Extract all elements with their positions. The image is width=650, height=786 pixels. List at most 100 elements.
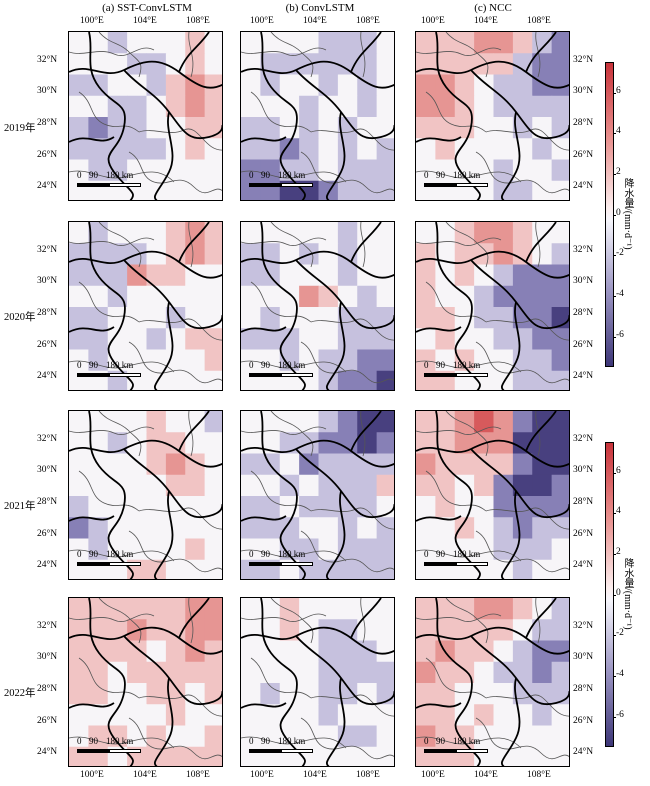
- grid-cell: [512, 559, 533, 579]
- grid-cell: [241, 285, 261, 308]
- grid-cell: [416, 640, 436, 663]
- grid-cell: [299, 74, 320, 97]
- grid-cell: [165, 328, 186, 350]
- grid-cell: [146, 598, 167, 620]
- left-lat-label-2019: 28°N: [37, 118, 58, 128]
- grid-cell: [318, 328, 339, 350]
- grid-cell: [376, 349, 394, 372]
- province-boundary: [501, 490, 521, 579]
- grid-cell: [337, 285, 358, 308]
- grid-cell: [512, 704, 533, 726]
- grid-cell: [107, 349, 128, 372]
- grid-cell: [260, 517, 281, 539]
- grid-cell: [299, 683, 320, 705]
- river-line: [128, 341, 222, 384]
- right-lat-label-2021: 26°N: [573, 529, 594, 539]
- colorbar-tick-label: 0: [616, 207, 621, 218]
- grid-cell: [357, 538, 378, 561]
- grid-cell: [337, 370, 358, 390]
- grid-cell: [146, 222, 167, 244]
- grid-cell: [493, 411, 514, 433]
- grid-cell: [260, 704, 281, 726]
- grid-cell: [376, 264, 394, 287]
- grid-cell: [69, 661, 89, 684]
- grid-cell: [260, 117, 281, 139]
- grid-cell: [88, 285, 109, 308]
- grid-cell: [551, 264, 569, 287]
- left-lat-label-2022: 26°N: [37, 716, 58, 726]
- grid-cell: [551, 222, 569, 244]
- grid-cell: [69, 640, 89, 663]
- grid-cell: [241, 538, 261, 561]
- scale-bar-graphic: [249, 183, 313, 187]
- grid-cell: [318, 222, 339, 244]
- map-panel-2020-a: 0 90 180 km: [68, 221, 223, 391]
- grid-cell: [435, 117, 456, 139]
- grid-cell: [493, 746, 514, 766]
- grid-cell: [204, 370, 222, 390]
- grid-cell: [279, 138, 300, 160]
- grid-cell: [435, 95, 456, 118]
- grid-cell: [512, 683, 533, 705]
- scale-label-0: 0: [77, 360, 82, 370]
- river-line: [241, 613, 327, 622]
- grid-cell: [376, 370, 394, 390]
- grid-cell: [146, 517, 167, 539]
- right-lat-label-2019: 26°N: [573, 150, 594, 160]
- grid-cell: [279, 53, 300, 75]
- grid-cell: [435, 349, 456, 372]
- river-line: [128, 530, 222, 573]
- grid-cell: [376, 725, 394, 748]
- grid-cell: [532, 53, 553, 75]
- province-boundary: [295, 635, 394, 706]
- grid-cell: [551, 53, 569, 75]
- grid-cell: [185, 661, 206, 684]
- grid-cell: [376, 74, 394, 97]
- province-boundary: [123, 69, 222, 140]
- left-lat-label-2019: 32°N: [37, 55, 58, 65]
- grid-cell: [416, 307, 436, 329]
- grid-cell: [318, 264, 339, 287]
- grid-cell: [146, 619, 167, 641]
- river-line: [69, 237, 155, 246]
- grid-cell: [416, 432, 436, 454]
- province-boundary: [241, 439, 394, 468]
- grid-cell: [318, 559, 339, 579]
- grid-cell: [318, 661, 339, 684]
- colorbar-tick-mark: [613, 553, 616, 555]
- grid-cell: [185, 432, 206, 454]
- grid-cell: [279, 349, 300, 372]
- grid-cell: [357, 32, 378, 54]
- scale-label-0: 0: [424, 549, 429, 559]
- map-panel-2021-b: 0 90 180 km: [240, 410, 395, 580]
- grid-cell: [337, 683, 358, 705]
- grid-cell: [165, 704, 186, 726]
- river-line: [98, 598, 142, 644]
- grid-cell: [337, 496, 358, 518]
- scale-label-0: 0: [424, 170, 429, 180]
- grid-cell: [474, 349, 495, 372]
- grid-cell: [107, 619, 128, 641]
- scale-label-180: 180 km: [453, 360, 481, 370]
- grid-cell: [357, 432, 378, 454]
- grid-cell: [107, 517, 128, 539]
- grid-cell: [551, 328, 569, 350]
- grid-cell: [260, 349, 281, 372]
- grid-cell: [532, 370, 553, 390]
- grid-cell: [318, 74, 339, 97]
- grid-cell: [107, 138, 128, 160]
- grid-cell: [279, 159, 300, 182]
- anomaly-map-2019-a: [69, 32, 222, 200]
- river-line: [475, 530, 569, 573]
- grid-cell: [165, 180, 186, 200]
- grid-cell: [127, 517, 148, 539]
- grid-cell: [551, 453, 569, 476]
- grid-cell: [299, 307, 320, 329]
- grid-cell: [493, 243, 514, 265]
- grid-cell: [127, 474, 148, 497]
- grid-cell: [551, 95, 569, 118]
- province-boundary: [501, 677, 521, 766]
- scale-label-180: 180 km: [106, 549, 134, 559]
- left-lat-label-2022: 30°N: [37, 652, 58, 662]
- grid-cell: [512, 517, 533, 539]
